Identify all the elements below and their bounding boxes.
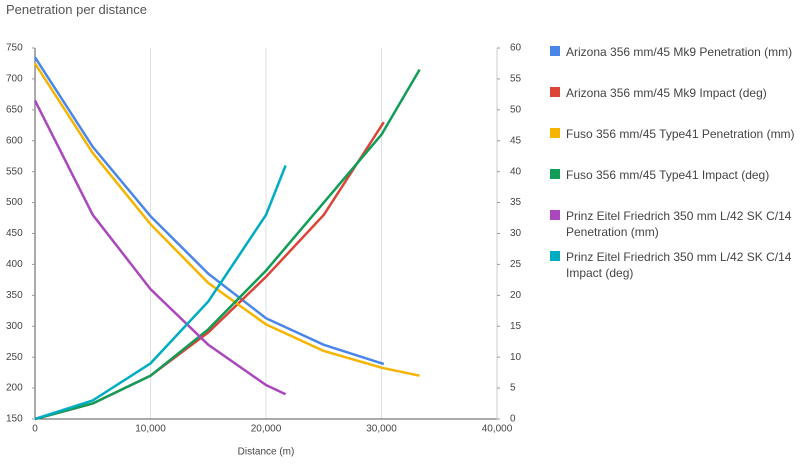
chart-title: Penetration per distance <box>6 2 147 17</box>
y-tick-label: 150 <box>6 414 23 425</box>
y-tick-label: 350 <box>6 290 23 301</box>
y-tick-label: 600 <box>6 135 23 146</box>
y2-tick-label: 35 <box>510 197 522 208</box>
y-tick-label: 400 <box>6 259 23 270</box>
legend-item[interactable]: Prinz Eitel Friedrich 350 mm L/42 SK C/1… <box>550 249 800 290</box>
legend-swatch <box>550 87 560 97</box>
y-tick-label: 250 <box>6 352 23 363</box>
y-tick-label: 650 <box>6 104 23 115</box>
legend-swatch <box>550 251 560 261</box>
series-line <box>33 100 287 396</box>
x-tick-label: 40,000 <box>482 424 513 435</box>
series-line <box>34 121 385 421</box>
x-tick-label: 30,000 <box>366 424 397 435</box>
legend-swatch <box>550 210 560 220</box>
y2-tick-label: 55 <box>510 74 522 85</box>
y2-tick-label: 0 <box>510 414 516 425</box>
legend-label: Fuso 356 mm/45 Type41 Impact (deg) <box>566 168 770 182</box>
legend-label: Prinz Eitel Friedrich 350 mm L/42 SK C/1… <box>566 209 792 239</box>
y-tick-label: 550 <box>6 166 23 177</box>
x-tick-label: 0 <box>32 424 38 435</box>
y2-tick-label: 40 <box>510 166 522 177</box>
legend-swatch <box>550 46 560 56</box>
legend-item[interactable]: Fuso 356 mm/45 Type41 Penetration (mm) <box>550 126 800 167</box>
y2-tick-label: 5 <box>510 383 516 394</box>
legend-item[interactable]: Arizona 356 mm/45 Mk9 Impact (deg) <box>550 85 800 126</box>
x-tick-label: 10,000 <box>135 424 166 435</box>
y-tick-label: 500 <box>6 197 23 208</box>
series-line <box>34 68 421 421</box>
legend-swatch <box>550 169 560 179</box>
y2-tick-label: 15 <box>510 321 522 332</box>
y2-tick-label: 60 <box>510 43 522 54</box>
y2-tick-label: 10 <box>510 352 522 363</box>
x-tick-label: 20,000 <box>251 424 282 435</box>
legend: Arizona 356 mm/45 Mk9 Penetration (mm) Ar… <box>550 44 800 290</box>
y-tick-label: 300 <box>6 321 23 332</box>
legend-swatch <box>550 128 560 138</box>
y2-tick-label: 30 <box>510 228 522 239</box>
y2-tick-label: 50 <box>510 104 522 115</box>
y-tick-label: 200 <box>6 383 23 394</box>
y-tick-label: 450 <box>6 228 23 239</box>
y2-tick-label: 25 <box>510 259 522 270</box>
y2-tick-label: 20 <box>510 290 522 301</box>
legend-label: Arizona 356 mm/45 Mk9 Impact (deg) <box>566 86 767 100</box>
series-line <box>33 56 385 366</box>
legend-item[interactable]: Arizona 356 mm/45 Mk9 Penetration (mm) <box>550 44 800 85</box>
y2-tick-label: 45 <box>510 135 522 146</box>
series-line <box>34 165 287 421</box>
x-axis-label: Distance (m) <box>238 447 295 458</box>
legend-label: Fuso 356 mm/45 Type41 Penetration (mm) <box>566 127 795 141</box>
y-tick-label: 700 <box>6 74 23 85</box>
legend-item[interactable]: Fuso 356 mm/45 Type41 Impact (deg) <box>550 167 800 208</box>
series-line <box>33 62 420 377</box>
y-tick-label: 750 <box>6 43 23 54</box>
legend-label: Prinz Eitel Friedrich 350 mm L/42 SK C/1… <box>566 250 792 280</box>
legend-item[interactable]: Prinz Eitel Friedrich 350 mm L/42 SK C/1… <box>550 208 800 249</box>
legend-label: Arizona 356 mm/45 Mk9 Penetration (mm) <box>566 45 793 59</box>
